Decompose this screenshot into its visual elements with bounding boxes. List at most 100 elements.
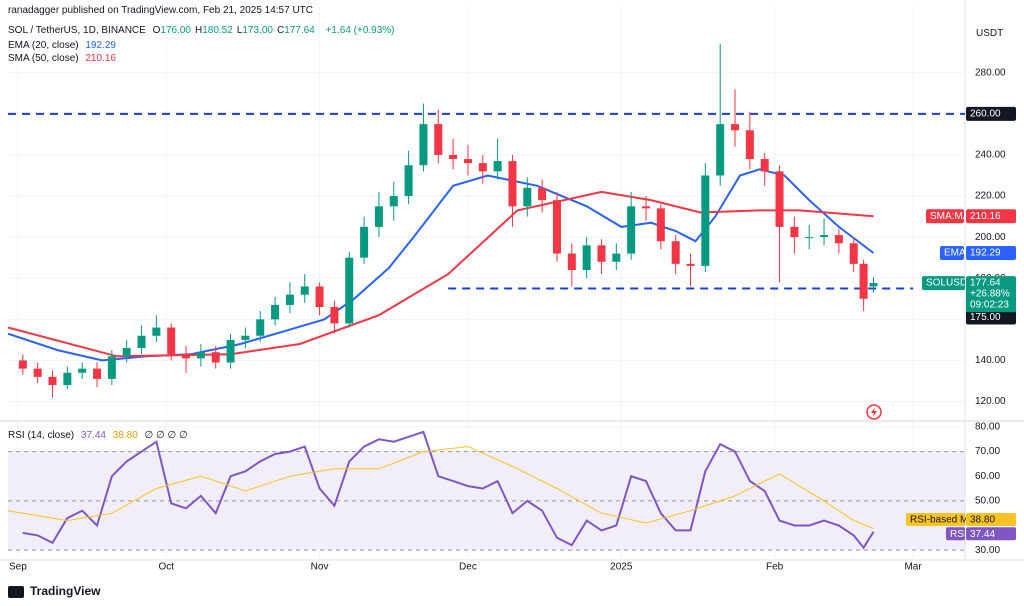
footer-brand: TradingView	[30, 584, 101, 598]
candle-body	[404, 165, 413, 197]
sma-tag: SMA:MA	[930, 211, 970, 222]
x-tick-label: Oct	[158, 562, 174, 573]
y-tick-label: 50.00	[975, 495, 1000, 506]
candle-body	[775, 171, 784, 227]
rsi-tag-bg	[966, 527, 1016, 541]
rsi-ma-tag: 38.80	[970, 515, 995, 526]
y-tick-label: 140.00	[975, 355, 1006, 366]
candle-body	[834, 235, 843, 244]
flash-icon[interactable]	[866, 404, 882, 420]
candle-body	[48, 376, 57, 386]
y-tick-label: 280.00	[975, 67, 1006, 78]
candle-body	[285, 294, 294, 305]
candle-body	[93, 368, 102, 379]
candle-body	[523, 187, 532, 207]
candle-body	[493, 161, 502, 172]
candle-body	[167, 327, 176, 355]
candle-body	[63, 372, 72, 386]
sma-tag-bg	[966, 209, 1016, 224]
candle-body	[790, 226, 799, 238]
sma-legend: SMA (50, close) 210.16	[8, 53, 120, 64]
rsi-extra: ∅ ∅ ∅ ∅	[144, 430, 188, 441]
currency: USDT	[976, 28, 1004, 39]
change: +1.64 (+0.93%)	[325, 25, 395, 36]
candle-body	[820, 235, 829, 238]
x-tick-label: Mar	[904, 562, 922, 573]
rsi-tag: 37.44	[970, 529, 995, 540]
ema-tag: EMA	[944, 248, 966, 259]
candle-body	[315, 286, 324, 307]
last-price-tag-bg	[966, 276, 1016, 313]
ohlc-label: 176.00	[160, 25, 191, 36]
candle-body	[859, 263, 868, 299]
candle-body	[419, 124, 428, 166]
y-tick-label: 60.00	[975, 471, 1000, 482]
symbol-legend: SOL / TetherUS, 1D, BINANCE O176.00 H180.…	[8, 25, 399, 36]
ohlc-key: C	[276, 25, 285, 36]
ema-value: 192.29	[85, 40, 116, 51]
candle-body	[33, 368, 42, 377]
ohlc-key: O	[152, 25, 161, 36]
y-tick-label: 120.00	[975, 396, 1006, 407]
candle-body	[656, 208, 665, 242]
rsi-title: RSI (14, close)	[8, 430, 75, 441]
candle-body	[849, 243, 858, 264]
candle-body	[760, 159, 769, 172]
level-tag: 260.00	[970, 108, 1001, 119]
candle-body	[182, 354, 191, 359]
candle-body	[597, 245, 606, 262]
tradingview-logo[interactable]: TradingView	[8, 584, 101, 598]
candle-body	[18, 360, 27, 369]
candle-body	[137, 335, 146, 349]
candle-body	[449, 154, 458, 160]
candle-body	[152, 327, 161, 336]
candle-body	[627, 206, 636, 254]
x-tick-label: Sep	[9, 562, 27, 573]
candle-body	[211, 352, 220, 363]
ema-tag-bg	[966, 245, 1016, 260]
candle-body	[642, 206, 650, 209]
ohlc-label: 177.64	[284, 25, 315, 36]
candle-body	[731, 124, 740, 131]
candle-body	[745, 130, 754, 160]
candle-body	[538, 187, 547, 201]
x-tick-label: Nov	[311, 562, 329, 573]
sma-tag: 210.16	[970, 211, 1001, 222]
candle-body	[78, 368, 87, 373]
candle-body	[552, 200, 561, 254]
level-tag-bg	[966, 310, 1016, 325]
candle-body	[463, 159, 472, 164]
last-name-tag-bg	[922, 276, 965, 291]
y-tick-label: 30.00	[975, 545, 1000, 556]
candle-body	[701, 175, 710, 266]
candle-body	[716, 124, 725, 176]
candle-body	[226, 339, 235, 363]
x-tick-label: Dec	[459, 562, 477, 573]
candle-body	[389, 196, 398, 207]
candle-body	[508, 161, 517, 207]
candle-body	[612, 253, 621, 262]
candle-body	[345, 257, 354, 324]
last-price-tag: 177.64	[970, 278, 1001, 289]
ohlc-key: L	[236, 25, 243, 36]
series-line	[7, 446, 874, 529]
x-tick-label: 2025	[610, 562, 633, 573]
y-tick-label: 80.00	[975, 422, 1000, 433]
candle-body	[300, 286, 309, 295]
rsi-ma-name-tag: RSI-based MA	[910, 515, 975, 526]
rsi-legend: RSI (14, close) 37.44 38.80 ∅ ∅ ∅ ∅	[8, 430, 192, 441]
ema-legend: EMA (20, close) 192.29	[8, 40, 120, 51]
candle-body	[805, 237, 814, 239]
x-tick-label: Feb	[766, 562, 784, 573]
candle-body	[196, 352, 205, 359]
ema-tag-bg	[940, 245, 964, 260]
candle-body	[330, 306, 339, 324]
candle-body	[671, 241, 680, 264]
sma-value: 210.16	[85, 53, 116, 64]
last-price-tag: 09:02:23	[970, 300, 1009, 311]
ohlc-key: H	[194, 25, 203, 36]
candle-body	[434, 124, 443, 155]
y-tick-label: 240.00	[975, 150, 1006, 161]
